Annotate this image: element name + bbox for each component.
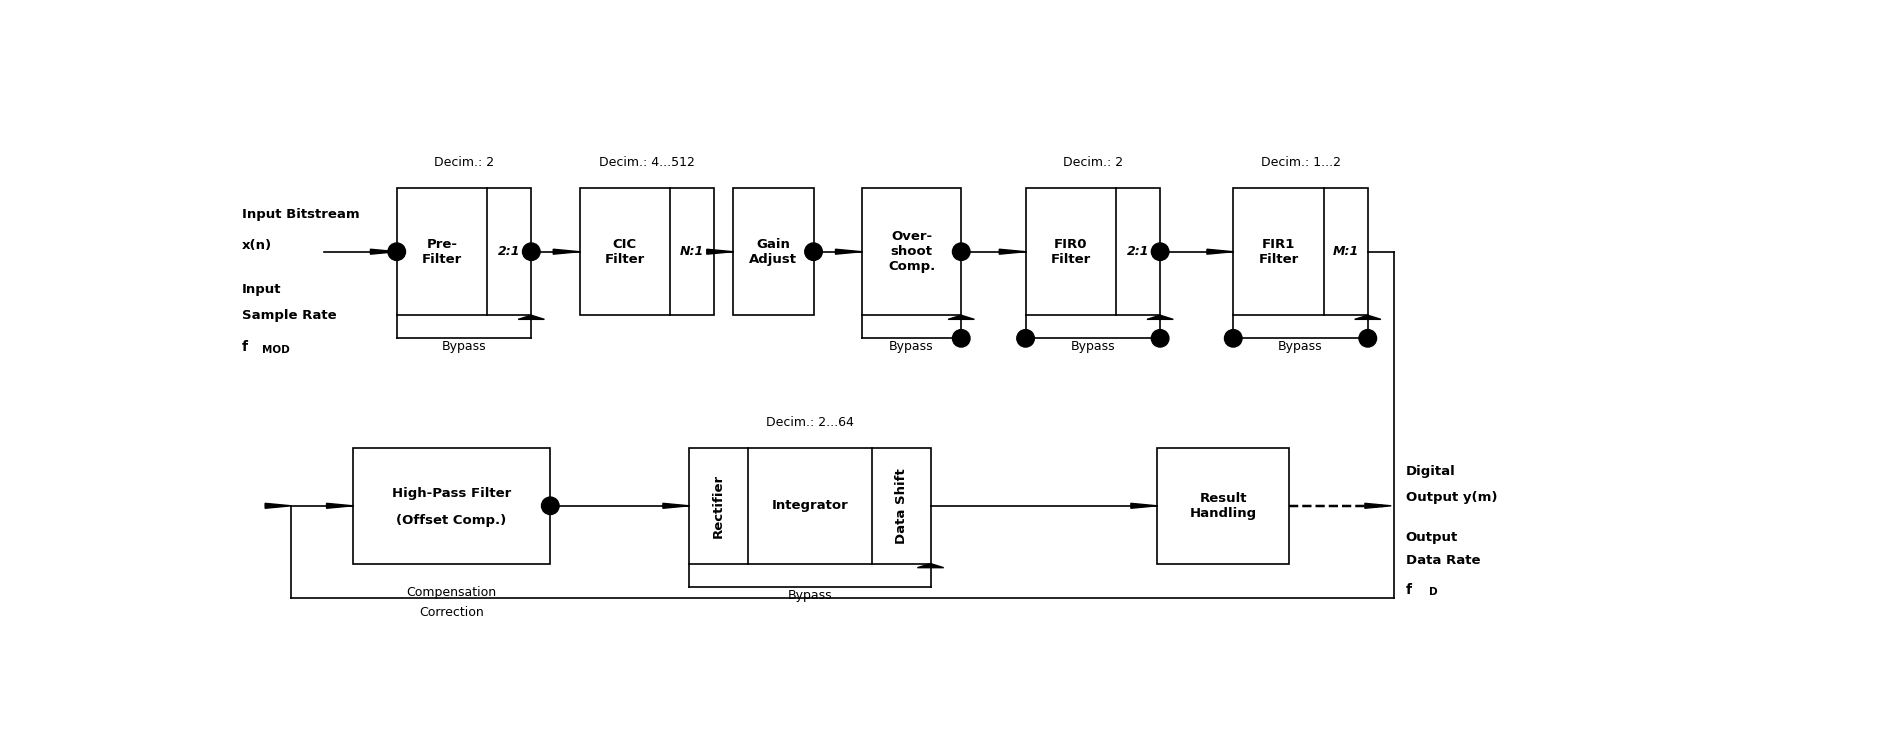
Text: f: f bbox=[1406, 583, 1411, 596]
Polygon shape bbox=[1000, 249, 1027, 254]
Text: Decim.: 1...2: Decim.: 1...2 bbox=[1261, 156, 1340, 169]
Text: CIC
Filter: CIC Filter bbox=[604, 238, 645, 266]
Text: x(n): x(n) bbox=[242, 239, 272, 253]
Ellipse shape bbox=[804, 243, 823, 260]
Bar bbox=[862, 188, 960, 315]
Polygon shape bbox=[264, 503, 291, 509]
Text: Decim.: 2: Decim.: 2 bbox=[1062, 156, 1123, 169]
Text: Over-
shoot
Comp.: Over- shoot Comp. bbox=[889, 230, 936, 273]
Text: Decim.: 4...512: Decim.: 4...512 bbox=[598, 156, 694, 169]
Polygon shape bbox=[1130, 503, 1157, 509]
Text: Compensation: Compensation bbox=[406, 586, 496, 599]
Text: Input Bitstream: Input Bitstream bbox=[242, 208, 359, 220]
Text: MOD: MOD bbox=[262, 345, 291, 355]
Polygon shape bbox=[947, 315, 974, 320]
Polygon shape bbox=[553, 249, 579, 254]
Text: f: f bbox=[242, 340, 247, 354]
Ellipse shape bbox=[523, 243, 540, 260]
Ellipse shape bbox=[1151, 243, 1168, 260]
Polygon shape bbox=[326, 503, 353, 509]
Polygon shape bbox=[1208, 249, 1234, 254]
Bar bbox=[1234, 188, 1368, 315]
Text: Digital: Digital bbox=[1406, 465, 1455, 478]
Text: FIR0
Filter: FIR0 Filter bbox=[1051, 238, 1091, 266]
Polygon shape bbox=[836, 249, 862, 254]
Text: Gain
Adjust: Gain Adjust bbox=[749, 238, 798, 266]
Ellipse shape bbox=[1017, 329, 1034, 347]
Text: Pre-
Filter: Pre- Filter bbox=[423, 238, 462, 266]
Text: FIR1
Filter: FIR1 Filter bbox=[1259, 238, 1298, 266]
Bar bbox=[579, 188, 713, 315]
Text: Integrator: Integrator bbox=[772, 500, 849, 512]
Bar bbox=[734, 188, 813, 315]
Text: Input: Input bbox=[242, 283, 281, 296]
Text: N:1: N:1 bbox=[679, 245, 704, 258]
Bar bbox=[1157, 448, 1289, 563]
Polygon shape bbox=[519, 315, 545, 320]
Ellipse shape bbox=[953, 243, 970, 260]
Polygon shape bbox=[1147, 315, 1174, 320]
Text: (Offset Comp.): (Offset Comp.) bbox=[396, 514, 508, 526]
Ellipse shape bbox=[1151, 329, 1168, 347]
Text: Decim.: 2...64: Decim.: 2...64 bbox=[766, 416, 853, 428]
Text: 2:1: 2:1 bbox=[498, 245, 521, 258]
Polygon shape bbox=[370, 249, 396, 254]
Text: High-Pass Filter: High-Pass Filter bbox=[392, 487, 511, 500]
Ellipse shape bbox=[1359, 329, 1378, 347]
Ellipse shape bbox=[542, 497, 559, 514]
Ellipse shape bbox=[389, 243, 406, 260]
Bar bbox=[353, 448, 551, 563]
Text: Sample Rate: Sample Rate bbox=[242, 309, 336, 322]
Text: Output y(m): Output y(m) bbox=[1406, 490, 1496, 504]
Ellipse shape bbox=[1225, 329, 1242, 347]
Text: 2:1: 2:1 bbox=[1127, 245, 1149, 258]
Ellipse shape bbox=[953, 329, 970, 347]
Bar bbox=[1027, 188, 1161, 315]
Text: Data Shift: Data Shift bbox=[894, 468, 908, 544]
Text: Bypass: Bypass bbox=[889, 340, 934, 353]
Text: M:1: M:1 bbox=[1332, 245, 1359, 258]
Polygon shape bbox=[708, 249, 734, 254]
Text: Result
Handling: Result Handling bbox=[1189, 492, 1257, 520]
Bar bbox=[396, 188, 532, 315]
Text: Bypass: Bypass bbox=[787, 589, 832, 602]
Text: Correction: Correction bbox=[419, 606, 483, 619]
Text: Bypass: Bypass bbox=[1070, 340, 1115, 353]
Text: Data Rate: Data Rate bbox=[1406, 554, 1479, 567]
Text: Output: Output bbox=[1406, 531, 1459, 544]
Text: Bypass: Bypass bbox=[442, 340, 487, 353]
Text: D: D bbox=[1428, 587, 1438, 598]
Text: Bypass: Bypass bbox=[1277, 340, 1323, 353]
Polygon shape bbox=[1355, 315, 1381, 320]
Polygon shape bbox=[917, 563, 944, 568]
Text: Decim.: 2: Decim.: 2 bbox=[434, 156, 494, 169]
Polygon shape bbox=[1364, 503, 1391, 509]
Bar bbox=[689, 448, 930, 563]
Text: Rectifier: Rectifier bbox=[711, 474, 725, 538]
Polygon shape bbox=[662, 503, 689, 509]
